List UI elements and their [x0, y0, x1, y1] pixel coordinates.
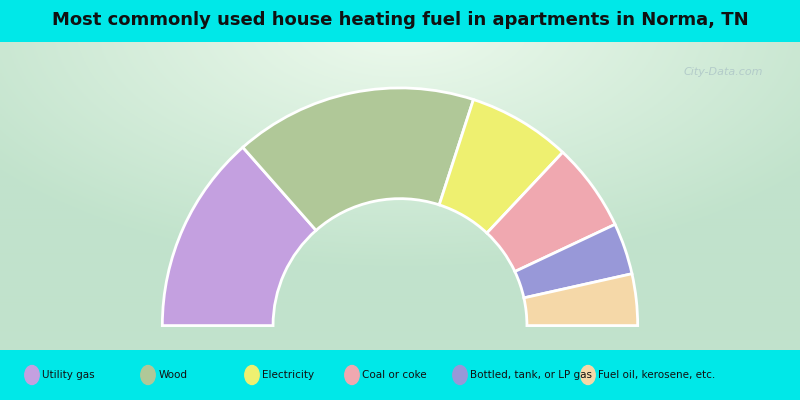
Wedge shape — [524, 274, 638, 326]
Wedge shape — [487, 152, 615, 272]
Text: Most commonly used house heating fuel in apartments in Norma, TN: Most commonly used house heating fuel in… — [52, 11, 748, 29]
Ellipse shape — [345, 366, 359, 384]
Text: City-Data.com: City-Data.com — [684, 67, 763, 77]
Ellipse shape — [453, 366, 467, 384]
Ellipse shape — [581, 366, 595, 384]
Text: Fuel oil, kerosene, etc.: Fuel oil, kerosene, etc. — [598, 370, 716, 380]
Text: Wood: Wood — [158, 370, 187, 380]
Wedge shape — [439, 100, 562, 233]
Wedge shape — [243, 88, 474, 230]
Ellipse shape — [245, 366, 259, 384]
Wedge shape — [162, 147, 316, 326]
Text: Coal or coke: Coal or coke — [362, 370, 427, 380]
Text: Bottled, tank, or LP gas: Bottled, tank, or LP gas — [470, 370, 592, 380]
Text: Utility gas: Utility gas — [42, 370, 95, 380]
Wedge shape — [515, 224, 632, 298]
Ellipse shape — [25, 366, 39, 384]
Text: Electricity: Electricity — [262, 370, 314, 380]
Ellipse shape — [141, 366, 155, 384]
